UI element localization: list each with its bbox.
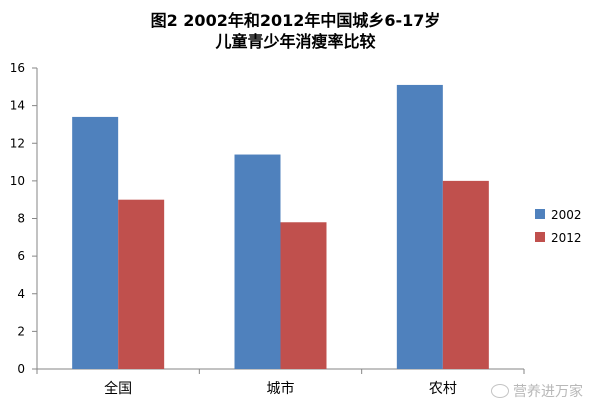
y-tick-label: 14	[10, 99, 25, 113]
watermark-text: 营养进万家	[513, 384, 583, 400]
legend-label-2012: 2012	[551, 231, 582, 245]
bar-2012-城市	[280, 222, 327, 369]
legend-swatch-2012	[535, 232, 545, 242]
y-tick-label: 8	[17, 212, 25, 226]
y-tick-label: 16	[10, 61, 25, 75]
legend-label-2002: 2002	[551, 208, 582, 222]
wechat-icon	[491, 384, 509, 398]
chart-title-line2: 儿童青少年消瘦率比较	[215, 32, 376, 51]
watermark: 营养进万家	[491, 381, 583, 401]
x-tick-label: 农村	[429, 381, 457, 397]
bar-2002-城市	[234, 154, 281, 369]
y-tick-label: 6	[17, 249, 25, 263]
y-tick-label: 4	[17, 287, 25, 301]
chart-title: 图2 2002年和2012年中国城乡6-17岁 儿童青少年消瘦率比较	[0, 10, 591, 52]
x-tick-label: 城市	[267, 380, 295, 397]
y-tick-label: 12	[10, 136, 25, 150]
bar-2002-农村	[396, 84, 443, 370]
chart-title-line1: 图2 2002年和2012年中国城乡6-17岁	[150, 11, 441, 30]
bar-2012-农村	[442, 180, 489, 369]
legend-swatch-2002	[535, 209, 545, 219]
bar-2012-全国	[118, 199, 165, 369]
y-tick-label: 10	[10, 174, 25, 188]
bar-2002-全国	[72, 116, 119, 369]
x-tick-label: 全国	[104, 380, 132, 397]
y-tick-label: 0	[17, 362, 25, 376]
y-tick-label: 2	[17, 324, 25, 338]
